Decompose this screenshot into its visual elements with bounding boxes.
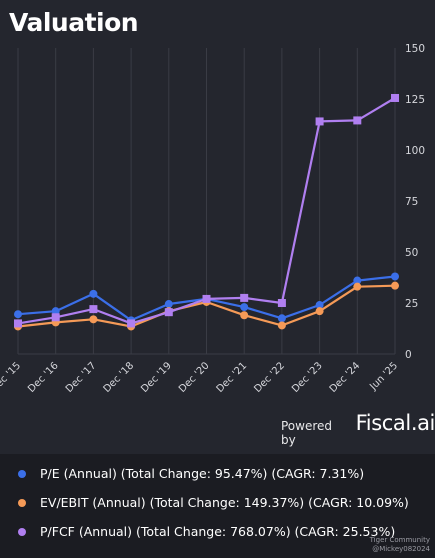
legend-label: EV/EBIT (Annual) (Total Change: 149.37%)… bbox=[40, 495, 409, 510]
watermark-line1: Tiger Community bbox=[369, 536, 430, 544]
x-tick-label: Dec '19 bbox=[139, 360, 174, 395]
fiscal-ai-logo: Fiscal.ai bbox=[355, 411, 435, 435]
powered-by[interactable]: Powered by Fiscal.ai bbox=[281, 411, 435, 447]
chart-title: Valuation bbox=[9, 8, 139, 37]
watermark: Tiger Community @Mickey082024 bbox=[370, 536, 430, 554]
data-point[interactable] bbox=[277, 314, 286, 323]
data-point[interactable] bbox=[315, 117, 324, 126]
watermark-line2: @Mickey082024 bbox=[372, 545, 430, 553]
data-point[interactable] bbox=[277, 299, 286, 307]
x-tick-label: Dec '23 bbox=[290, 360, 325, 395]
data-point[interactable] bbox=[164, 308, 173, 317]
legend-item-pe[interactable]: P/E (Annual) (Total Change: 95.47%) (CAG… bbox=[18, 466, 364, 481]
chart-series bbox=[14, 93, 399, 331]
legend-item-ev-ebit[interactable]: EV/EBIT (Annual) (Total Change: 149.37%)… bbox=[18, 495, 409, 510]
legend-dot-icon bbox=[18, 498, 26, 507]
data-point[interactable] bbox=[353, 282, 362, 291]
x-tick-label: Dec '18 bbox=[102, 360, 137, 395]
data-point[interactable] bbox=[51, 313, 60, 322]
data-point[interactable] bbox=[315, 307, 324, 316]
x-tick-label: Dec '24 bbox=[328, 360, 363, 395]
data-point[interactable] bbox=[240, 311, 249, 320]
chart-legend: P/E (Annual) (Total Change: 95.47%) (CAG… bbox=[0, 454, 435, 558]
y-tick-label: 100 bbox=[405, 145, 425, 157]
data-point[interactable] bbox=[353, 276, 362, 285]
y-tick-label: 50 bbox=[405, 247, 418, 259]
y-tick-label: 150 bbox=[405, 43, 425, 55]
chart-grid bbox=[17, 48, 396, 355]
y-axis-ticks: 0 25 50 75 100 125 150 bbox=[405, 43, 425, 361]
data-point[interactable] bbox=[277, 321, 286, 330]
legend-dot-icon bbox=[18, 469, 26, 478]
data-point[interactable] bbox=[391, 272, 399, 281]
data-point[interactable] bbox=[240, 293, 249, 302]
legend-dot-icon bbox=[18, 527, 26, 536]
data-point[interactable] bbox=[391, 281, 399, 290]
x-tick-label: Dec '17 bbox=[64, 360, 99, 395]
legend-item-p-fcf[interactable]: P/FCF (Annual) (Total Change: 768.07%) (… bbox=[18, 524, 395, 539]
x-tick-label: Dec '20 bbox=[177, 360, 212, 395]
data-point[interactable] bbox=[51, 307, 60, 316]
data-point[interactable] bbox=[353, 116, 362, 125]
data-point[interactable] bbox=[240, 303, 249, 312]
data-point[interactable] bbox=[89, 315, 98, 324]
data-point[interactable] bbox=[89, 305, 98, 314]
x-tick-label: Dec '16 bbox=[26, 360, 61, 395]
series-p-fcf-annual bbox=[14, 93, 399, 328]
y-tick-label: 0 bbox=[405, 349, 412, 361]
powered-by-label: Powered by bbox=[281, 419, 333, 447]
data-point[interactable] bbox=[315, 301, 324, 310]
x-tick-label: Dec '15 bbox=[0, 360, 23, 395]
x-tick-label: Dec '21 bbox=[215, 360, 250, 395]
data-point[interactable] bbox=[14, 310, 22, 319]
data-point[interactable] bbox=[202, 294, 211, 303]
y-tick-label: 125 bbox=[405, 94, 425, 106]
legend-label: P/E (Annual) (Total Change: 95.47%) (CAG… bbox=[40, 466, 365, 481]
data-point[interactable] bbox=[89, 289, 98, 298]
x-axis-ticks: Dec '15 Dec '16 Dec '17 Dec '18 Dec '19 Dec '… bbox=[0, 360, 400, 395]
data-point[interactable] bbox=[391, 93, 399, 102]
x-tick-label: Jun '25 bbox=[367, 360, 400, 393]
data-point[interactable] bbox=[164, 300, 173, 309]
data-point[interactable] bbox=[14, 319, 22, 328]
legend-label: P/FCF (Annual) (Total Change: 768.07%) (… bbox=[40, 524, 396, 539]
y-tick-label: 25 bbox=[405, 298, 418, 310]
x-tick-label: Dec '22 bbox=[252, 360, 287, 395]
data-point[interactable] bbox=[127, 319, 136, 328]
y-tick-label: 75 bbox=[405, 196, 418, 208]
